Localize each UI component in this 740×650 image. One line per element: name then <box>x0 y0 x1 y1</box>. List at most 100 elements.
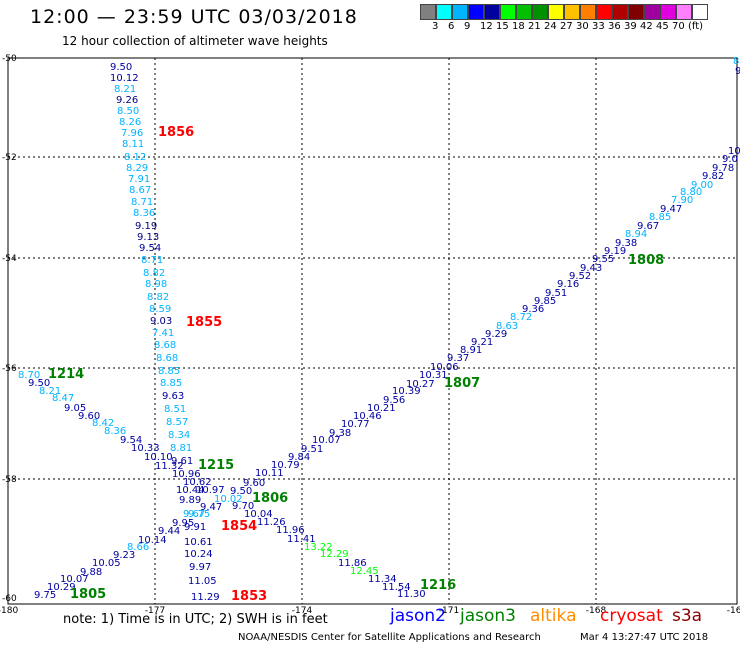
satellite-label-jason3: jason3 <box>460 606 516 626</box>
longitude-tick-label: -180 <box>0 606 18 616</box>
wave-height-value: 8.91 <box>460 345 482 356</box>
wave-height-value: 9.97 <box>189 562 211 573</box>
wave-height-value: 8.85 <box>160 378 182 389</box>
wave-height-value: 9.43 <box>580 263 602 274</box>
wave-height-value: 8.36 <box>104 426 126 437</box>
wave-height-value: 8.21 <box>114 84 136 95</box>
longitude-tick-label: -174 <box>292 606 313 616</box>
wave-height-value: 9.00 <box>691 180 713 191</box>
wave-height-value: 11.96 <box>276 525 305 536</box>
pass-time-label: 1856 <box>158 125 194 140</box>
legend-swatch <box>548 4 564 20</box>
legend-swatch <box>660 4 676 20</box>
wave-height-value: 9.29 <box>485 329 507 340</box>
legend-swatches <box>420 4 740 20</box>
legend-swatch <box>580 4 596 20</box>
legend-swatch <box>516 4 532 20</box>
pass-time-label: 1853 <box>231 589 267 604</box>
legend-label: 33 <box>592 21 605 32</box>
wave-height-value: 10.44 <box>176 485 205 496</box>
legend-label: 12 <box>480 21 493 32</box>
wave-height-value: 13.22 <box>304 542 333 553</box>
wave-height-value: 9.84 <box>288 452 310 463</box>
wave-height-value: 10.07 <box>312 435 341 446</box>
wave-height-value: 8.85 <box>158 366 180 377</box>
wave-height-value: 10.24 <box>184 549 213 560</box>
map-frame <box>7 57 738 605</box>
latitude-tick-label: -56 <box>2 364 17 374</box>
wave-height-value: 11.05 <box>188 576 217 587</box>
wave-height-value: 9.88 <box>80 567 102 578</box>
wave-height-value: 9.70 <box>232 501 254 512</box>
wave-height-value: 9.78 <box>712 163 734 174</box>
wave-height-value: 10.07 <box>60 574 89 585</box>
pass-time-label: 1855 <box>186 315 222 330</box>
legend-swatch <box>644 4 660 20</box>
wave-height-value: 8.72 <box>510 312 532 323</box>
longitude-tick-label: -177 <box>145 606 165 616</box>
legend-label: 3 <box>432 21 439 32</box>
wave-height-value: 9.0 <box>722 154 738 165</box>
wave-height-value: 9.23 <box>113 550 135 561</box>
wave-height-value: 8.71 <box>131 197 153 208</box>
wave-height-value: 9.47 <box>660 204 682 215</box>
legend-label: 21 <box>528 21 541 32</box>
legend-labels: 3 6 9 12 15 18 21 24 27 30 33 36 39 42 45 70 (ft) <box>420 20 740 34</box>
wave-height-value: 9.75 <box>188 509 210 520</box>
wave-height-value: 9.60 <box>243 478 265 489</box>
legend-label: 42 <box>640 21 653 32</box>
wave-height-value: 10.29 <box>47 582 76 593</box>
wave-height-value: 8.59 <box>149 304 171 315</box>
legend-label: 18 <box>512 21 525 32</box>
wave-height-value: 9.50 <box>110 62 132 73</box>
wave-height-value: 10.61 <box>184 537 213 548</box>
wave-height-value: 8.94 <box>625 229 647 240</box>
pass-time-label: 1806 <box>252 491 288 506</box>
wave-height-value: 8.50 <box>117 106 139 117</box>
wave-height-value: 10.46 <box>353 411 382 422</box>
wave-height-value: 8.68 <box>156 353 178 364</box>
wave-height-value: 7.41 <box>152 328 174 339</box>
wave-height-value: 10.97 <box>196 485 225 496</box>
satellite-label-altika: altika <box>530 606 577 626</box>
wave-height-value: 10.04 <box>244 509 273 520</box>
legend-label: 27 <box>560 21 573 32</box>
wave-height-value: 8.42 <box>92 418 114 429</box>
pass-time-label: 1805 <box>70 587 106 602</box>
wave-height-value: 8.12 <box>124 152 146 163</box>
wave-height-value: 9.75 <box>34 590 56 601</box>
wave-height-value: 10.05 <box>92 558 121 569</box>
wave-height-value: 11.86 <box>338 558 367 569</box>
wave-height-value: 11.30 <box>397 589 426 600</box>
satellite-label-cryosat: cryosat <box>600 606 663 626</box>
wave-height-value: 8.68 <box>154 340 176 351</box>
wave-height-value: 10.06 <box>430 362 459 373</box>
legend-label: 6 <box>448 21 455 32</box>
legend-swatch <box>452 4 468 20</box>
legend-swatch <box>436 4 452 20</box>
wave-height-value: 9.61 <box>171 456 193 467</box>
wave-height-value: 10.11 <box>255 468 284 479</box>
wave-height-value: 11.32 <box>155 461 184 472</box>
wave-height-value: 10.39 <box>392 386 421 397</box>
wave-height-value: 10.31 <box>419 370 448 381</box>
footer-note: note: 1) Time is in UTC; 2) SWH is in fe… <box>63 612 328 627</box>
legend-label: 70 <box>672 21 685 32</box>
wave-height-value: 9.38 <box>329 428 351 439</box>
wave-height-value: 9.95 <box>172 518 194 529</box>
wave-height-value: 8. <box>733 56 740 67</box>
wave-height-value: 10.96 <box>172 469 201 480</box>
wave-height-value: 10.33 <box>131 443 160 454</box>
wave-height-value: 9.03 <box>150 316 172 327</box>
wave-height-value: 9.13 <box>137 232 159 243</box>
wave-height-value: 9.51 <box>545 288 567 299</box>
pass-time-label: 1215 <box>198 458 234 473</box>
wave-height-value: 7.90 <box>671 195 693 206</box>
legend-label: (ft) <box>688 21 704 32</box>
legend-swatch <box>692 4 708 20</box>
wave-height-value: 9.38 <box>615 238 637 249</box>
longitude-tick-label: -165 <box>727 606 740 616</box>
wave-height-value: 9.89 <box>179 495 201 506</box>
wave-height-value: 9.50 <box>28 378 50 389</box>
wave-height-value: 9.60 <box>78 411 100 422</box>
